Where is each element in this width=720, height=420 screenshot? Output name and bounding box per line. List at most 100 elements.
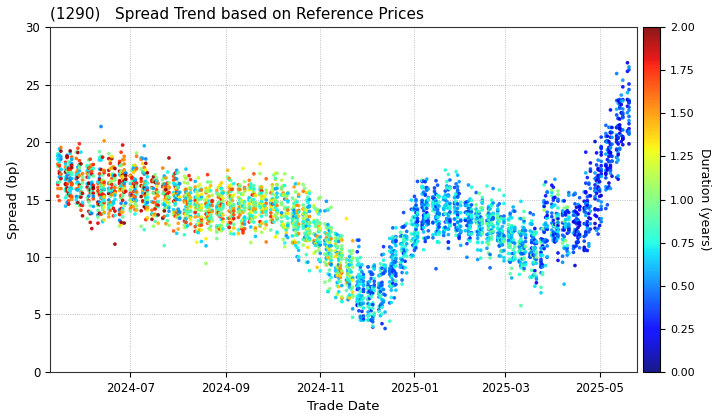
Point xyxy=(439,202,451,209)
Point xyxy=(169,198,181,205)
Point xyxy=(333,250,345,257)
Point xyxy=(531,276,542,282)
Point xyxy=(310,223,321,230)
Point xyxy=(288,205,300,211)
Point xyxy=(389,270,400,277)
Point xyxy=(614,104,626,110)
Point xyxy=(163,184,175,191)
Point xyxy=(613,100,624,107)
Point xyxy=(289,220,301,227)
Point xyxy=(333,278,345,285)
Point xyxy=(351,257,363,264)
Point xyxy=(217,189,229,195)
Point xyxy=(95,201,107,208)
Point xyxy=(369,275,380,282)
Point xyxy=(336,250,348,257)
Point xyxy=(245,184,256,191)
Point xyxy=(378,251,390,257)
Point xyxy=(60,181,71,188)
Point xyxy=(115,186,127,192)
Point xyxy=(384,278,395,285)
Point xyxy=(330,247,341,254)
Point xyxy=(492,237,503,244)
Point xyxy=(367,324,379,331)
Point xyxy=(114,179,125,186)
Point xyxy=(461,210,472,216)
Point xyxy=(130,177,141,184)
Point xyxy=(416,200,428,207)
Point xyxy=(157,165,168,171)
Point xyxy=(117,197,128,204)
Point xyxy=(439,202,451,209)
Point xyxy=(342,262,354,268)
Point xyxy=(109,212,121,219)
Point xyxy=(302,225,314,232)
Point xyxy=(481,239,492,246)
Point xyxy=(540,200,552,206)
Point xyxy=(595,171,607,177)
Point xyxy=(71,185,82,192)
Point xyxy=(444,216,456,223)
Point xyxy=(142,199,153,206)
Point xyxy=(433,212,445,219)
Point xyxy=(441,178,453,185)
Point xyxy=(342,273,354,280)
Point xyxy=(486,214,498,220)
Point xyxy=(485,219,496,226)
Point xyxy=(528,273,539,279)
Point xyxy=(432,214,444,220)
Point xyxy=(248,205,260,212)
Point xyxy=(151,199,163,206)
Point xyxy=(257,209,269,215)
Point xyxy=(94,176,105,183)
Point xyxy=(353,243,364,250)
Point xyxy=(621,59,633,66)
Point xyxy=(149,177,161,184)
Point xyxy=(455,218,467,224)
Point xyxy=(173,210,184,216)
Point xyxy=(384,283,395,289)
Point xyxy=(118,201,130,208)
Point xyxy=(356,277,368,284)
Point xyxy=(158,202,170,208)
Point xyxy=(443,171,454,178)
Point xyxy=(407,221,418,228)
Point xyxy=(595,215,607,222)
Point xyxy=(466,231,477,237)
Point xyxy=(384,265,395,272)
Point xyxy=(88,195,99,202)
Point xyxy=(211,206,222,213)
Point xyxy=(518,219,530,226)
Point xyxy=(452,186,464,193)
Point xyxy=(77,171,89,177)
Point xyxy=(474,190,485,197)
Point xyxy=(433,228,445,235)
Point xyxy=(513,238,525,245)
Point xyxy=(320,255,332,261)
Point xyxy=(518,255,530,262)
Point xyxy=(163,184,175,191)
Point xyxy=(289,181,301,187)
Point xyxy=(585,208,596,215)
Point xyxy=(217,202,229,209)
Point xyxy=(355,254,366,261)
Point xyxy=(355,293,366,299)
Point xyxy=(450,192,462,199)
Point xyxy=(323,250,334,257)
Point xyxy=(535,239,546,246)
Point xyxy=(513,228,525,235)
Point xyxy=(481,217,492,224)
Point xyxy=(614,102,626,108)
Point xyxy=(509,256,521,262)
Point xyxy=(72,186,84,193)
Point xyxy=(107,200,119,207)
Point xyxy=(302,199,314,206)
Point xyxy=(71,155,82,162)
Point xyxy=(572,201,584,208)
Point xyxy=(444,222,456,229)
Point xyxy=(585,203,596,210)
Point xyxy=(243,214,255,220)
Point xyxy=(356,308,368,315)
Point xyxy=(614,121,626,128)
Point xyxy=(377,311,388,318)
